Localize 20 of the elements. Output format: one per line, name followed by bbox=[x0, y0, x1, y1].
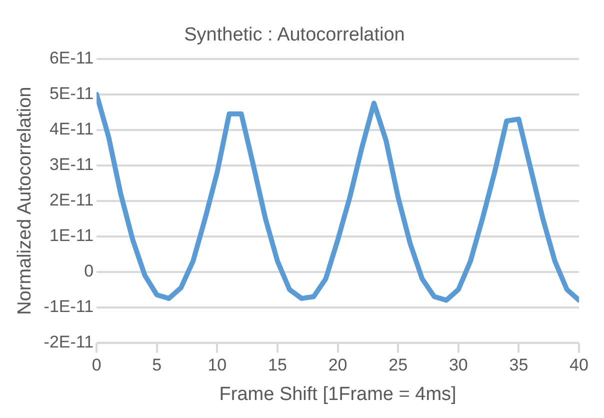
y-tick-label: -1E-11 bbox=[44, 296, 94, 316]
y-tick-label: 6E-11 bbox=[49, 48, 94, 68]
chart-title: Synthetic : Autocorrelation bbox=[184, 24, 405, 46]
x-tick-label: 25 bbox=[388, 356, 408, 375]
x-tick-label: 5 bbox=[152, 356, 162, 375]
x-tick-label: 15 bbox=[268, 356, 287, 375]
x-tick-label: 10 bbox=[208, 356, 227, 375]
x-tick-label: 35 bbox=[509, 356, 528, 375]
y-axis-title: Normalized Autocorrelation bbox=[14, 86, 36, 315]
x-axis-title: Frame Shift [1Frame = 4ms] bbox=[219, 384, 456, 405]
y-tick-label: -2E-11 bbox=[44, 332, 94, 352]
y-tick-label: 0 bbox=[84, 261, 94, 280]
y-tick-label: 2E-11 bbox=[49, 190, 94, 210]
x-tick-label: 30 bbox=[448, 356, 468, 375]
x-tick-label: 40 bbox=[570, 356, 588, 375]
y-tick-label: 3E-11 bbox=[49, 154, 94, 174]
y-tick-label: 5E-11 bbox=[49, 84, 94, 103]
y-tick-label: 1E-11 bbox=[49, 226, 94, 245]
y-tick-label: 4E-11 bbox=[49, 119, 94, 138]
x-tick-label: 20 bbox=[328, 356, 348, 375]
